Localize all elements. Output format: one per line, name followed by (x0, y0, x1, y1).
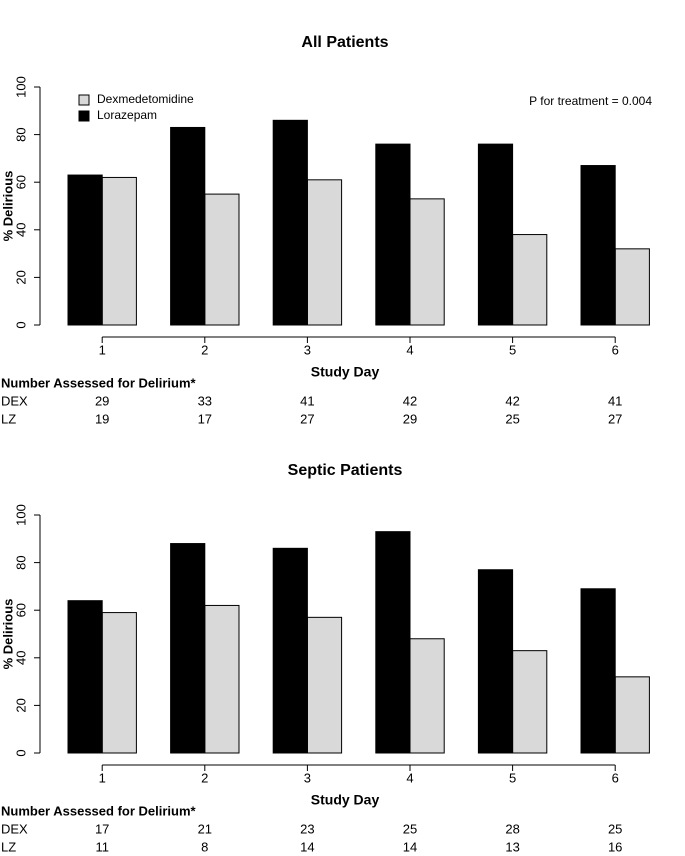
y-tick-label: 0 (13, 321, 28, 328)
table-title: Number Assessed for Delirium* (1, 803, 197, 818)
table-cell: 41 (300, 393, 314, 408)
table-cell: 41 (608, 393, 622, 408)
y-tick-label: 60 (13, 603, 28, 617)
x-tick-label: 2 (201, 342, 208, 357)
table-cell: 11 (95, 839, 109, 854)
bar (512, 650, 548, 754)
table-cell: 27 (300, 411, 314, 426)
x-tick-label: 5 (509, 770, 516, 785)
x-tick-label: 1 (99, 770, 106, 785)
bar (580, 165, 616, 326)
table-title: Number Assessed for Delirium* (1, 375, 197, 390)
bar (306, 179, 343, 326)
table-cell: 27 (608, 411, 622, 426)
y-tick-label: 20 (13, 270, 28, 284)
bar (67, 174, 103, 326)
chart-title: Septic Patients (288, 462, 403, 479)
x-tick-label: 4 (406, 342, 413, 357)
bar (306, 616, 343, 754)
x-tick-label: 1 (99, 342, 106, 357)
table-cell: 8 (201, 839, 208, 854)
table-cell: 29 (403, 411, 417, 426)
bar (512, 234, 548, 326)
legend-label: Lorazepam (97, 108, 157, 122)
bar (272, 547, 308, 754)
table-cell: 23 (300, 821, 314, 836)
table-row-label: LZ (1, 411, 16, 426)
bar (170, 126, 206, 326)
x-tick-label: 6 (612, 342, 619, 357)
table-cell: 25 (608, 821, 622, 836)
x-tick-label: 3 (304, 342, 311, 357)
bar (614, 676, 650, 754)
table-cell: 42 (403, 393, 417, 408)
bar (101, 176, 137, 326)
legend-label: Dexmedetomidine (97, 92, 194, 106)
y-tick-label: 20 (13, 698, 28, 712)
x-tick-label: 6 (612, 770, 619, 785)
y-axis-label: % Delirious (0, 599, 15, 670)
bar (580, 588, 616, 754)
bar (477, 569, 514, 754)
table-cell: 14 (403, 839, 417, 854)
table-row-label: DEX (1, 393, 28, 408)
bar (375, 531, 411, 754)
y-tick-label: 100 (13, 504, 28, 526)
chart-title: All Patients (301, 34, 388, 51)
y-axis-label: % Delirious (0, 171, 15, 242)
table-cell: 13 (505, 839, 519, 854)
x-tick-label: 3 (304, 770, 311, 785)
bar (204, 193, 240, 326)
table-cell: 17 (198, 411, 212, 426)
annotation: P for treatment = 0.004 (529, 94, 652, 108)
x-axis-label: Study Day (311, 364, 380, 380)
table-cell: 17 (95, 821, 109, 836)
table-cell: 28 (505, 821, 519, 836)
x-tick-label: 2 (201, 770, 208, 785)
bar (409, 638, 445, 754)
table-row-label: LZ (1, 839, 16, 854)
bar (409, 198, 445, 326)
table-cell: 21 (198, 821, 212, 836)
y-tick-label: 100 (13, 76, 28, 98)
x-tick-label: 5 (509, 342, 516, 357)
bar (614, 248, 650, 326)
table-cell: 19 (95, 411, 109, 426)
x-axis-label: Study Day (311, 792, 380, 808)
legend-swatch (78, 94, 90, 106)
bar (101, 612, 137, 754)
bar (477, 143, 514, 326)
table-row-label: DEX (1, 821, 28, 836)
table-cell: 14 (300, 839, 314, 854)
y-tick-label: 40 (13, 651, 28, 665)
y-tick-label: 60 (13, 175, 28, 189)
table-cell: 25 (403, 821, 417, 836)
table-cell: 16 (608, 839, 622, 854)
y-tick-label: 0 (13, 749, 28, 756)
bar (67, 600, 103, 754)
y-tick-label: 80 (13, 555, 28, 569)
table-cell: 33 (198, 393, 212, 408)
table-cell: 25 (505, 411, 519, 426)
table-cell: 42 (505, 393, 519, 408)
bar (204, 604, 240, 754)
y-tick-label: 40 (13, 223, 28, 237)
table-cell: 29 (95, 393, 109, 408)
x-tick-label: 4 (406, 770, 413, 785)
legend-swatch (78, 110, 90, 122)
bar (375, 143, 411, 326)
bar (272, 119, 308, 326)
y-tick-label: 80 (13, 127, 28, 141)
bar (170, 543, 206, 754)
